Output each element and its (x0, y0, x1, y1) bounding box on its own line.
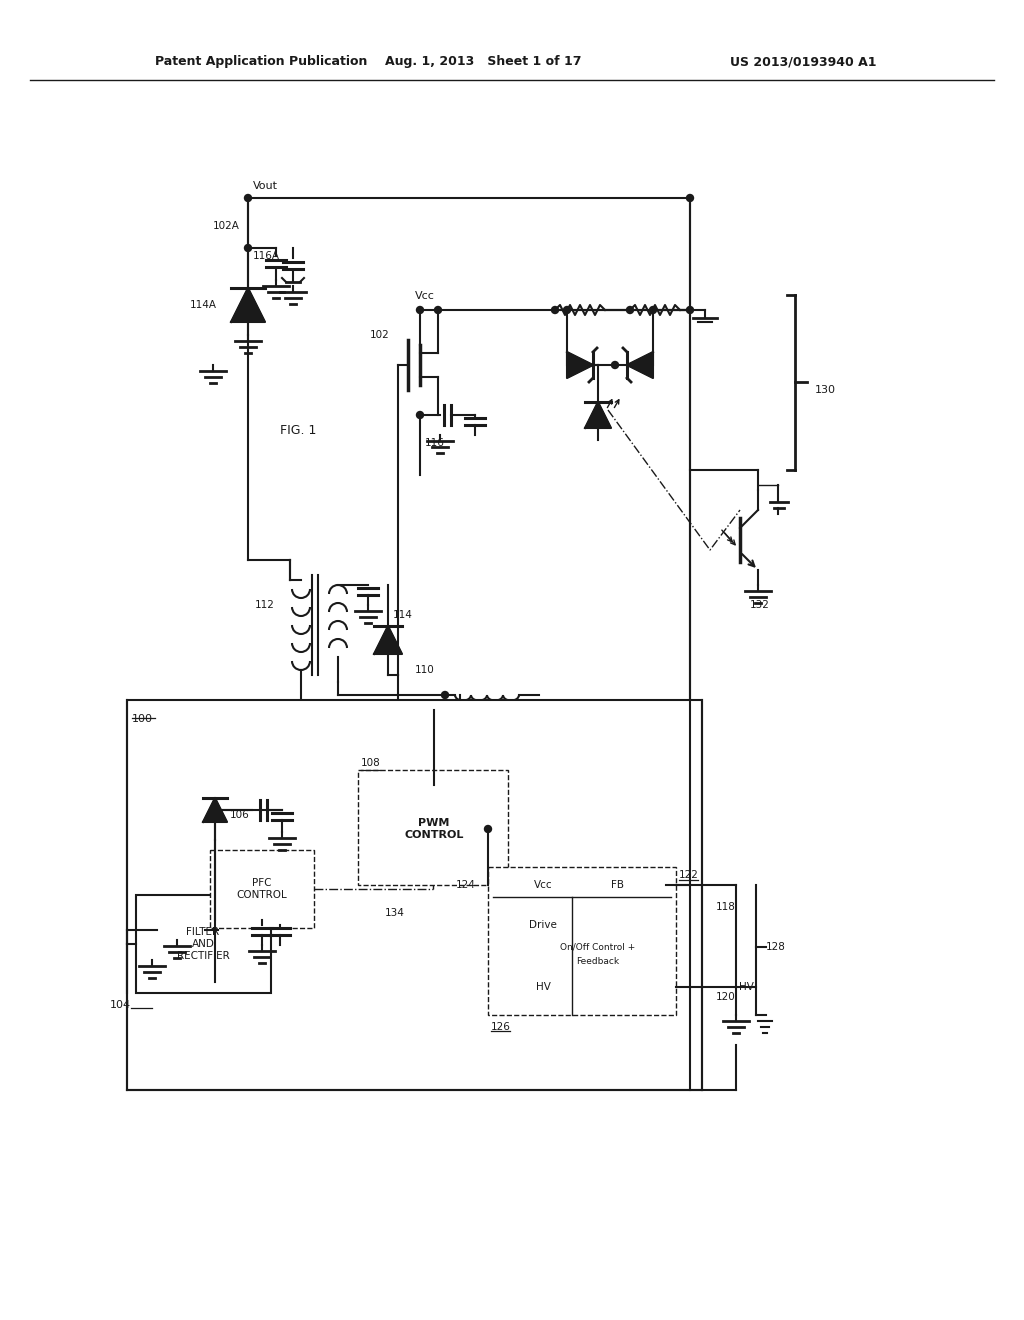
Bar (488, 867, 676, 1015)
Text: 102: 102 (370, 330, 390, 341)
Circle shape (212, 807, 218, 813)
Text: On/Off Control +: On/Off Control + (560, 942, 636, 952)
Text: 102A: 102A (213, 220, 240, 231)
Circle shape (611, 362, 618, 368)
Circle shape (686, 306, 693, 314)
Polygon shape (567, 352, 593, 378)
Circle shape (441, 692, 449, 698)
Text: 126: 126 (490, 1022, 511, 1032)
Bar (136, 895, 271, 993)
Text: 114: 114 (393, 610, 413, 620)
Text: Drive: Drive (529, 920, 557, 931)
Circle shape (245, 194, 252, 202)
Polygon shape (627, 352, 653, 378)
Text: PWM
CONTROL: PWM CONTROL (404, 818, 464, 840)
Polygon shape (203, 799, 227, 822)
Text: 124: 124 (456, 880, 476, 890)
Text: 100: 100 (132, 714, 153, 723)
Text: Vcc: Vcc (415, 290, 435, 301)
Text: FIG. 1: FIG. 1 (280, 424, 316, 437)
Text: 134: 134 (385, 908, 404, 917)
Text: US 2013/0193940 A1: US 2013/0193940 A1 (730, 55, 877, 69)
Circle shape (627, 306, 634, 314)
Text: HV: HV (536, 982, 551, 993)
Text: FB: FB (611, 880, 625, 890)
Bar (378, 785, 490, 873)
Text: Vcc: Vcc (534, 880, 552, 890)
Text: 116A: 116A (253, 251, 280, 261)
Circle shape (649, 306, 656, 314)
Bar (358, 770, 508, 884)
Text: 106: 106 (230, 810, 250, 820)
Text: 116: 116 (425, 438, 444, 447)
Text: 104: 104 (110, 1001, 131, 1010)
Text: 130: 130 (815, 385, 836, 395)
Circle shape (552, 306, 558, 314)
Bar (218, 858, 306, 920)
Text: 108: 108 (361, 758, 381, 768)
Text: 110: 110 (415, 665, 435, 675)
Polygon shape (585, 403, 611, 428)
Circle shape (417, 412, 424, 418)
Text: PFC
CONTROL: PFC CONTROL (237, 878, 288, 900)
Text: 118: 118 (716, 902, 736, 912)
Text: Aug. 1, 2013   Sheet 1 of 17: Aug. 1, 2013 Sheet 1 of 17 (385, 55, 582, 69)
Text: 114A: 114A (190, 300, 217, 310)
Bar (127, 700, 702, 1090)
Text: Vout: Vout (253, 181, 278, 191)
Text: 112: 112 (255, 601, 274, 610)
Bar (210, 850, 314, 928)
Text: HV: HV (738, 982, 754, 993)
Text: FILTER
AND
RECTIFIER: FILTER AND RECTIFIER (176, 928, 229, 961)
Polygon shape (231, 288, 265, 322)
Text: Patent Application Publication: Patent Application Publication (155, 55, 368, 69)
Circle shape (484, 825, 492, 833)
Circle shape (686, 194, 693, 202)
Text: Feedback: Feedback (577, 957, 620, 966)
Text: 128: 128 (766, 942, 785, 952)
Circle shape (434, 306, 441, 314)
Polygon shape (374, 626, 402, 653)
Circle shape (563, 306, 570, 314)
Text: 120: 120 (716, 993, 736, 1002)
Circle shape (417, 306, 424, 314)
Text: 132: 132 (750, 601, 770, 610)
Text: 122: 122 (679, 870, 698, 880)
Circle shape (245, 244, 252, 252)
